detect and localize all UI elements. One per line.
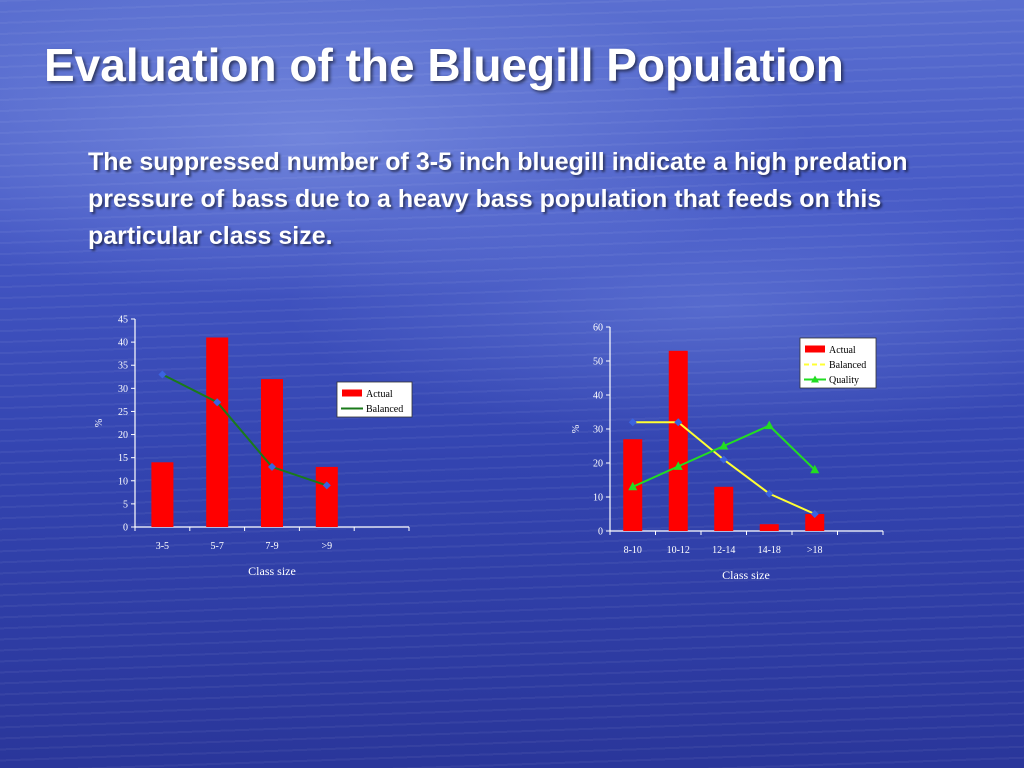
slide-title: Evaluation of the Bluegill Population <box>44 39 844 91</box>
marker-balanced <box>322 481 331 490</box>
marker-quality <box>628 481 638 491</box>
marker-balanced <box>628 418 637 427</box>
bar-actual <box>759 524 779 531</box>
y-tick-label: 20 <box>118 430 128 441</box>
y-tick-label: 40 <box>118 338 128 349</box>
x-tick-label: >9 <box>321 541 332 552</box>
x-tick-label: 8-10 <box>624 545 642 556</box>
y-tick-label: 40 <box>593 391 603 402</box>
y-tick-label: 60 <box>593 323 603 334</box>
legend-label: Balanced <box>366 404 403 415</box>
x-tick-label: >18 <box>807 545 823 556</box>
x-tick-label: 12-14 <box>712 545 735 556</box>
bar-actual <box>668 350 688 531</box>
y-tick-label: 10 <box>593 493 603 504</box>
bar-actual <box>805 514 825 531</box>
line-balanced <box>161 373 328 487</box>
legend-box <box>336 381 413 418</box>
marker-balanced <box>213 398 222 407</box>
legend-label: Actual <box>829 345 856 356</box>
x-tick-label: 5-7 <box>211 541 224 552</box>
x-axis-title: Class size <box>722 568 770 582</box>
x-tick-label: 14-18 <box>758 545 781 556</box>
y-axis-title: % <box>94 419 105 427</box>
marker-balanced <box>674 418 683 427</box>
legend-label: Actual <box>366 389 393 400</box>
marker-quality <box>810 464 820 474</box>
y-tick-label: 30 <box>118 384 128 395</box>
y-tick-label: 30 <box>593 425 603 436</box>
legend-swatch <box>805 345 825 353</box>
x-tick-label: 10-12 <box>667 545 690 556</box>
bar-actual <box>151 462 174 527</box>
x-tick-label: 3-5 <box>156 541 169 552</box>
marker-quality <box>719 441 729 450</box>
y-tick-label: 45 <box>118 315 128 326</box>
bar-actual <box>315 466 338 527</box>
marker-balanced <box>765 489 774 498</box>
marker-balanced <box>268 462 276 471</box>
y-tick-label: 50 <box>593 357 603 368</box>
marker-balanced <box>719 455 728 464</box>
bluegill-chart-right: 0 10 20 30 40 50 60 8-10 10-12 12-14 14-18 >18 Class… <box>571 323 884 582</box>
bar-actual <box>714 486 734 531</box>
marker-quality <box>764 420 774 430</box>
y-tick-label: 25 <box>118 407 128 418</box>
bar-actual <box>206 337 229 527</box>
legend-swatch <box>342 389 362 397</box>
marker-quality <box>673 461 683 470</box>
y-tick-label: 0 <box>123 523 128 534</box>
legend-marker <box>811 375 819 383</box>
marker-balanced <box>810 510 819 518</box>
y-tick-label: 0 <box>598 527 603 538</box>
bluegill-chart-left: 0 5 10 15 20 25 30 35 40 45 3-5 5-7 7-9 >9 Class size%… <box>94 315 413 578</box>
y-axis-title: % <box>571 425 582 433</box>
marker-balanced <box>158 370 167 379</box>
bar-actual <box>261 379 283 527</box>
slide-body-text: The suppressed number of 3-5 inch bluegi… <box>88 148 908 250</box>
y-tick-label: 10 <box>118 476 128 487</box>
x-tick-label: 7-9 <box>265 541 278 552</box>
y-tick-label: 20 <box>593 459 603 470</box>
legend-label: Balanced <box>829 360 866 371</box>
y-tick-label: 15 <box>118 453 128 464</box>
y-tick-label: 5 <box>123 499 128 510</box>
x-axis-title: Class size <box>248 564 296 578</box>
y-tick-label: 35 <box>118 361 128 372</box>
legend-label: Quality <box>829 375 859 386</box>
